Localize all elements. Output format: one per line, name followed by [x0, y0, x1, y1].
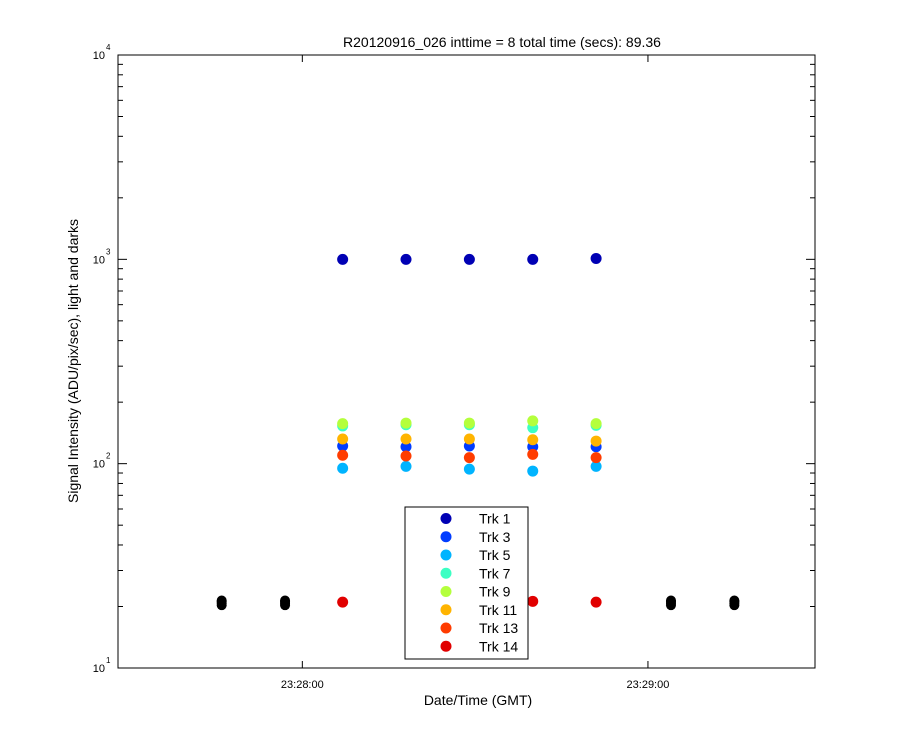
point-trk-14 [527, 595, 539, 607]
legend-marker [440, 586, 452, 597]
legend-marker [440, 567, 452, 579]
point-trk-13 [527, 448, 539, 460]
legend-marker [440, 640, 452, 652]
chart-title: R20120916_026 inttime = 8 total time (se… [343, 34, 661, 50]
legend-marker [440, 622, 452, 634]
point-trk-5 [590, 460, 602, 472]
point-trk-1 [590, 252, 602, 264]
y-tick-label: 10 [93, 663, 105, 675]
y-axis-label: Signal Intensity (ADU/pix/sec), light an… [65, 219, 81, 503]
legend-label: Trk 14 [479, 638, 518, 654]
legend-box [404, 506, 529, 660]
legend-label: Trk 13 [479, 620, 518, 636]
x-tick-label: 23:29:00 [627, 679, 670, 691]
point-trk-5 [337, 462, 349, 474]
legend-label: Trk 5 [479, 547, 511, 563]
point-trk-5 [463, 463, 475, 475]
point-trk-9 [463, 417, 475, 429]
point-trk-1 [463, 253, 475, 265]
y-tick-label: 10 [93, 254, 105, 266]
dark-point [665, 595, 676, 606]
point-trk-13 [463, 452, 475, 464]
legend-label: Trk 9 [479, 584, 511, 600]
legend-marker [440, 513, 452, 524]
dark-point [216, 595, 227, 606]
legend-marker [440, 531, 452, 543]
point-trk-11 [337, 433, 349, 445]
legend-label: Trk 7 [479, 565, 511, 581]
y-tick-exponent: 1 [106, 656, 111, 665]
point-trk-14 [590, 596, 602, 608]
dark-point [280, 595, 291, 606]
point-trk-11 [527, 434, 539, 446]
point-trk-13 [337, 449, 349, 461]
dark-point [729, 595, 740, 606]
legend-label: Trk 11 [479, 602, 517, 618]
point-trk-1 [527, 253, 539, 265]
legend-label: Trk 1 [479, 511, 511, 527]
point-trk-13 [590, 452, 602, 464]
y-tick-label: 10 [93, 459, 105, 471]
point-trk-13 [400, 450, 412, 462]
point-trk-11 [400, 433, 412, 445]
legend: Trk 1 Trk 3 Trk 5 Trk 7 Trk 9 Trk 11 Trk 13 Trk… [404, 506, 529, 660]
x-axis-label: Date/Time (GMT) [424, 692, 532, 708]
point-trk-5 [527, 465, 539, 477]
legend-marker [440, 549, 452, 561]
point-trk-9 [337, 418, 349, 430]
x-tick-label: 23:28:00 [281, 679, 324, 691]
point-trk-11 [463, 433, 475, 445]
x-axis-ticks: 23:28:00 23:29:00 [281, 55, 669, 691]
point-trk-1 [400, 253, 412, 265]
point-trk-9 [527, 415, 539, 427]
y-tick-exponent: 2 [106, 452, 111, 461]
point-trk-9 [400, 417, 412, 429]
legend-label: Trk 3 [479, 529, 511, 545]
legend-marker [440, 604, 452, 616]
y-tick-exponent: 4 [106, 43, 111, 52]
point-trk-14 [337, 596, 349, 608]
point-trk-1 [337, 253, 349, 265]
point-trk-3 [400, 441, 412, 453]
point-trk-9 [590, 418, 602, 430]
y-tick-label: 10 [93, 50, 105, 62]
data-points [216, 252, 740, 611]
point-trk-11 [590, 435, 602, 447]
point-trk-5 [400, 460, 412, 472]
plot-area-frame [117, 54, 816, 669]
y-tick-exponent: 3 [106, 247, 111, 256]
